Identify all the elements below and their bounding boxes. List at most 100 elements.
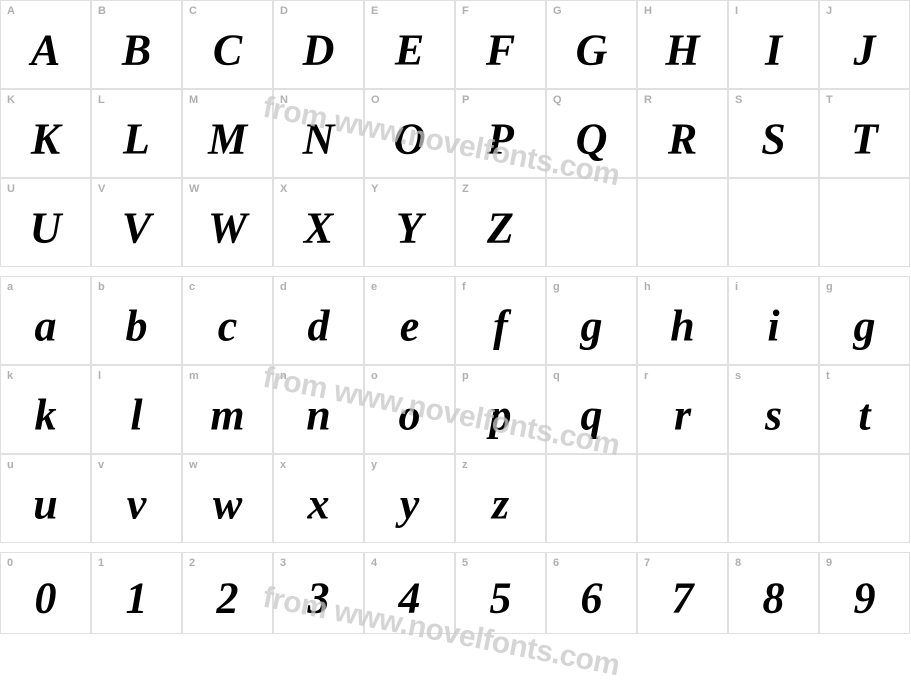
charmap-cell[interactable]: zz (455, 454, 546, 543)
charmap-cell[interactable]: ss (728, 365, 819, 454)
charmap-cell[interactable]: EE (364, 0, 455, 89)
charmap-cell-glyph: l (130, 389, 142, 440)
charmap-cell-label: R (644, 94, 652, 106)
charmap-cell[interactable]: xx (273, 454, 364, 543)
charmap-cell[interactable]: 66 (546, 552, 637, 634)
charmap-cell-glyph: o (399, 389, 421, 440)
charmap-cell[interactable]: ww (182, 454, 273, 543)
charmap-cell[interactable]: OO (364, 89, 455, 178)
charmap-cell-label: F (462, 5, 469, 17)
charmap-cell[interactable]: WW (182, 178, 273, 267)
charmap-cell-glyph: i (767, 300, 779, 351)
charmap-cell[interactable]: ii (728, 276, 819, 365)
charmap-cell[interactable]: FF (455, 0, 546, 89)
charmap-cell[interactable]: gg (546, 276, 637, 365)
charmap-cell-glyph: K (31, 113, 60, 164)
charmap-cell[interactable]: II (728, 0, 819, 89)
charmap-cell[interactable]: TT (819, 89, 910, 178)
charmap-cell[interactable]: 55 (455, 552, 546, 634)
charmap-cell-glyph: 6 (581, 573, 603, 624)
charmap-cell[interactable]: ll (91, 365, 182, 454)
charmap-cell[interactable]: YY (364, 178, 455, 267)
charmap-cell[interactable]: 77 (637, 552, 728, 634)
charmap-cell-glyph: p (490, 389, 512, 440)
charmap-cell[interactable]: 11 (91, 552, 182, 634)
charmap-cell-glyph: I (765, 24, 782, 75)
charmap-cell[interactable]: tt (819, 365, 910, 454)
charmap-cell-label: O (371, 94, 380, 106)
charmap-cell[interactable]: bb (91, 276, 182, 365)
charmap-cell-label: d (280, 281, 287, 293)
charmap-cell[interactable]: ff (455, 276, 546, 365)
charmap-cell[interactable]: vv (91, 454, 182, 543)
charmap-cell[interactable]: aa (0, 276, 91, 365)
charmap-cell[interactable]: mm (182, 365, 273, 454)
charmap-cell-label: M (189, 94, 198, 106)
charmap-cell-label: G (553, 5, 562, 17)
charmap-cell-glyph: P (487, 113, 514, 164)
charmap-cell[interactable]: SS (728, 89, 819, 178)
charmap-cell-label: W (189, 183, 199, 195)
charmap-cell-glyph: k (35, 389, 57, 440)
charmap-cell-glyph: B (122, 24, 151, 75)
charmap-cell[interactable]: cc (182, 276, 273, 365)
charmap-cell[interactable]: PP (455, 89, 546, 178)
charmap-cell[interactable]: BB (91, 0, 182, 89)
charmap-cell[interactable]: 88 (728, 552, 819, 634)
charmap-cell[interactable]: KK (0, 89, 91, 178)
charmap-cell[interactable]: RR (637, 89, 728, 178)
charmap-cell[interactable]: uu (0, 454, 91, 543)
charmap-cell-label: H (644, 5, 652, 17)
charmap-cell[interactable]: 99 (819, 552, 910, 634)
charmap-cell[interactable]: NN (273, 89, 364, 178)
charmap-cell[interactable]: 33 (273, 552, 364, 634)
charmap-cell[interactable]: dd (273, 276, 364, 365)
charmap-cell[interactable]: pp (455, 365, 546, 454)
charmap-cell[interactable]: nn (273, 365, 364, 454)
charmap-cell[interactable]: AA (0, 0, 91, 89)
charmap-cell[interactable]: gg (819, 276, 910, 365)
charmap-cell[interactable]: CC (182, 0, 273, 89)
charmap-cell-label: 7 (644, 557, 650, 569)
charmap-cell-glyph: Z (487, 202, 514, 253)
charmap-cell[interactable]: 44 (364, 552, 455, 634)
charmap-cell-label: 4 (371, 557, 377, 569)
charmap-cell[interactable]: qq (546, 365, 637, 454)
charmap-cell-label: h (644, 281, 651, 293)
charmap-cell[interactable]: ZZ (455, 178, 546, 267)
charmap-cell[interactable]: ee (364, 276, 455, 365)
charmap-cell[interactable]: VV (91, 178, 182, 267)
charmap-cell[interactable]: MM (182, 89, 273, 178)
charmap-row: 00112233445566778899 (0, 552, 910, 634)
charmap-cell[interactable]: yy (364, 454, 455, 543)
charmap-cell-label: T (826, 94, 833, 106)
charmap-cell-glyph: Q (576, 113, 608, 164)
charmap-cell[interactable]: LL (91, 89, 182, 178)
charmap-cell[interactable]: DD (273, 0, 364, 89)
charmap-cell-glyph: 0 (35, 573, 57, 624)
charmap-cell[interactable]: JJ (819, 0, 910, 89)
charmap-cell-label: y (371, 459, 377, 471)
charmap-cell-label: w (189, 459, 198, 471)
charmap-cell[interactable]: 00 (0, 552, 91, 634)
charmap-cell-label: J (826, 5, 832, 17)
charmap-row: UUVVWWXXYYZZ (0, 178, 910, 267)
charmap-cell-label: P (462, 94, 469, 106)
charmap-cell[interactable]: XX (273, 178, 364, 267)
charmap-cell-label: Q (553, 94, 562, 106)
charmap-cell-label: s (735, 370, 741, 382)
charmap-cell[interactable]: rr (637, 365, 728, 454)
charmap-cell-label: K (7, 94, 15, 106)
charmap-cell-glyph: q (581, 389, 603, 440)
charmap-row: KKLLMMNNOOPPQQRRSSTT (0, 89, 910, 178)
charmap-cell[interactable]: GG (546, 0, 637, 89)
charmap-cell-glyph: x (308, 478, 330, 529)
charmap-cell[interactable]: UU (0, 178, 91, 267)
charmap-cell[interactable]: QQ (546, 89, 637, 178)
charmap-cell[interactable]: oo (364, 365, 455, 454)
charmap-cell[interactable]: hh (637, 276, 728, 365)
charmap-cell-label: 3 (280, 557, 286, 569)
charmap-cell[interactable]: HH (637, 0, 728, 89)
charmap-cell[interactable]: 22 (182, 552, 273, 634)
charmap-cell[interactable]: kk (0, 365, 91, 454)
